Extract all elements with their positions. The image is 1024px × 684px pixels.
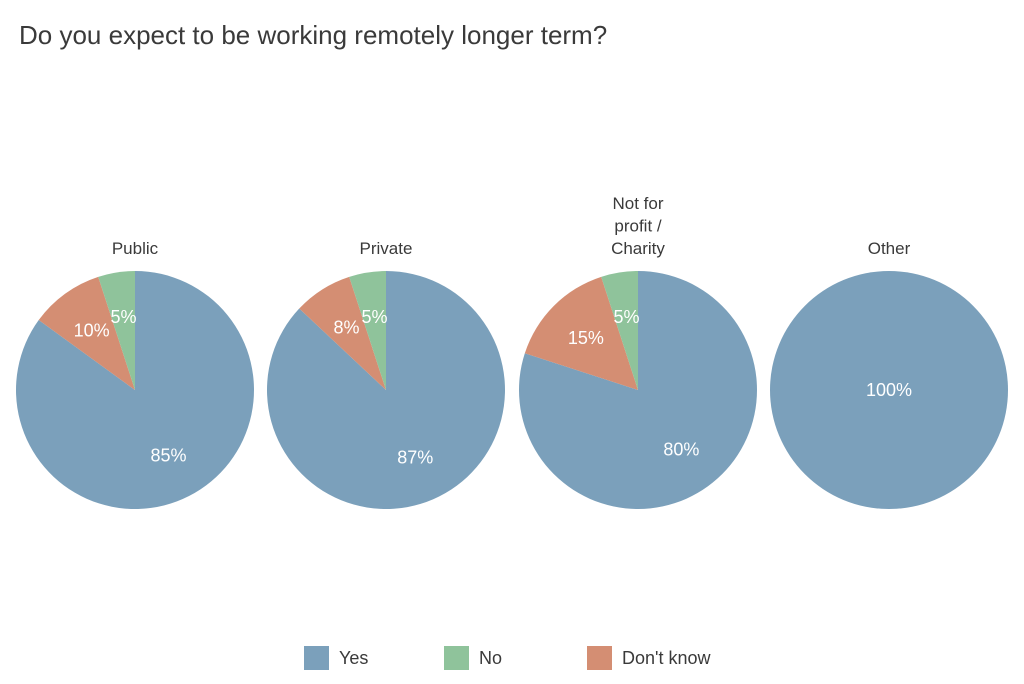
pie-not-for-profit-charity: Not for profit / Charity 80% 15% 5%	[519, 194, 757, 510]
legend-swatch-no	[444, 646, 469, 670]
slice-public-yes	[15, 271, 254, 510]
legend-swatch-don-t-know	[587, 646, 612, 670]
facet-label-private: Private	[360, 239, 413, 258]
slice-label-not-for-profit-charity-no: 5%	[613, 307, 639, 327]
legend-item-don-t-know: Don't know	[587, 646, 711, 670]
slice-label-private-don-t-know: 8%	[333, 318, 359, 338]
chart-title: Do you expect to be working remotely lon…	[19, 20, 607, 50]
pie-other: Other 100%	[770, 239, 1008, 509]
facet-label-public: Public	[112, 239, 159, 258]
slice-label-public-don-t-know: 10%	[74, 320, 110, 340]
legend-label-no: No	[479, 648, 502, 668]
slice-public-no	[98, 271, 135, 390]
facet-label-other: Other	[868, 239, 911, 258]
slice-label-private-no: 5%	[361, 307, 387, 327]
slice-private-yes	[267, 271, 506, 510]
slice-not-for-profit-charity-no	[601, 271, 638, 390]
legend-label-yes: Yes	[339, 648, 368, 668]
facet-label-not-for-profit-charity: Not for profit / Charity	[611, 194, 665, 258]
pie-public: Public 85% 10%5%	[15, 239, 254, 510]
legend-item-no: No	[444, 646, 502, 670]
legend: Yes No Don't know	[304, 646, 711, 670]
legend-item-yes: Yes	[304, 646, 368, 670]
legend-swatch-yes	[304, 646, 329, 670]
slice-private-no	[349, 271, 386, 390]
slice-private-don-t-know	[299, 276, 386, 390]
legend-label-don-t-know: Don't know	[622, 648, 711, 668]
slice-label-other-yes: 100%	[866, 380, 912, 400]
slice-public-don-t-know	[38, 276, 136, 390]
pie-private: Private 87% 8%5%	[267, 239, 506, 510]
slice-label-public-yes: 85%	[150, 446, 186, 466]
slice-not-for-profit-charity-don-t-know	[524, 276, 638, 390]
slice-label-not-for-profit-charity-yes: 80%	[663, 440, 699, 460]
slice-label-not-for-profit-charity-don-t-know: 15%	[568, 328, 604, 348]
slice-label-public-no: 5%	[110, 307, 136, 327]
slice-other-yes	[770, 271, 1008, 509]
slice-not-for-profit-charity-yes	[519, 271, 757, 510]
slice-label-private-yes: 87%	[397, 448, 433, 468]
